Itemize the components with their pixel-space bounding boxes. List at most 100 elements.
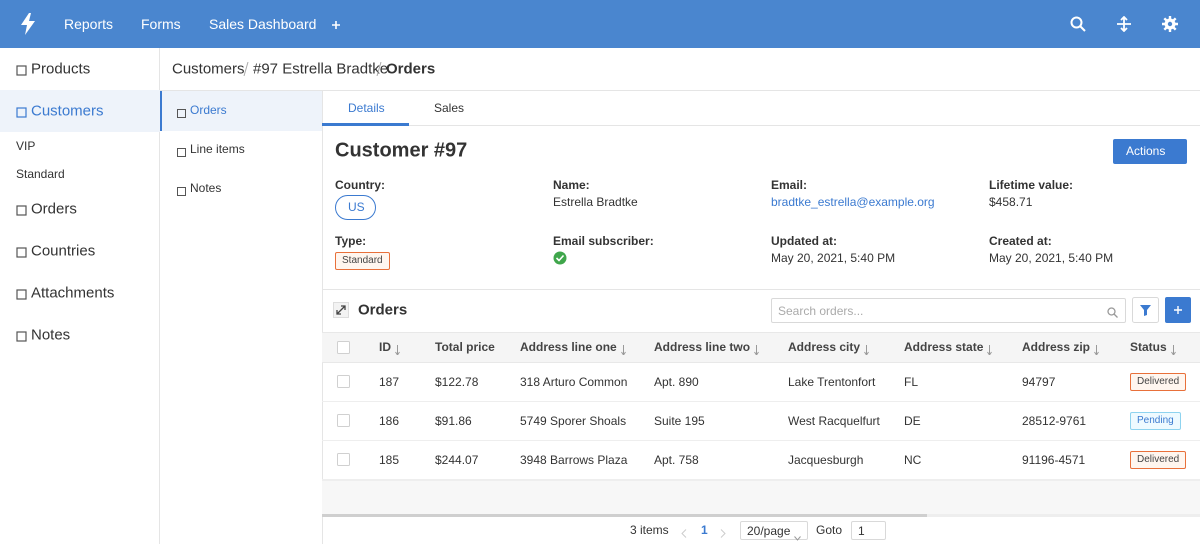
subscriber-check: [553, 251, 567, 265]
sort-icon[interactable]: [754, 342, 759, 356]
cell: 28512-9761: [1022, 414, 1087, 428]
add-tab[interactable]: [330, 18, 342, 30]
sidebar-item[interactable]: VIP: [16, 139, 36, 153]
row-checkbox[interactable]: [337, 453, 350, 466]
cell: $244.07: [435, 453, 479, 467]
expand-icon[interactable]: [1116, 15, 1132, 33]
sidebar-item[interactable]: Customers: [31, 102, 104, 120]
field-value: May 20, 2021, 5:40 PM: [989, 251, 1114, 265]
add-button[interactable]: [1165, 297, 1191, 323]
sidebar-item[interactable]: Attachments: [31, 284, 115, 302]
search-icon[interactable]: [1070, 16, 1086, 32]
page-size-caret-svg: [794, 536, 801, 541]
row-border: [322, 479, 1200, 480]
sort-icon-svg: [987, 345, 993, 356]
field-label: Lifetime value:: [989, 178, 1074, 192]
logo-svg: [21, 13, 35, 35]
field-label: Email subscriber:: [553, 234, 654, 248]
status-tag: Pending: [1130, 412, 1181, 430]
column-header[interactable]: Address city: [788, 340, 861, 354]
sort-icon-svg: [395, 345, 400, 356]
sidebar-icon-svg: [16, 331, 27, 342]
page-size-select[interactable]: 20/page: [740, 521, 808, 540]
sidebar-item[interactable]: Notes: [31, 326, 71, 344]
search-box-icon: [1107, 305, 1118, 318]
prev-page-svg: [681, 529, 687, 538]
scrollbar-thumb[interactable]: [322, 514, 927, 517]
sidebar-icon-svg: [16, 289, 27, 300]
subnav-item[interactable]: Line items: [190, 142, 245, 156]
select-all-checkbox[interactable]: [337, 341, 350, 354]
field-label: Name:: [553, 178, 590, 192]
cell: $122.78: [435, 375, 479, 389]
page-size-caret: [794, 528, 801, 541]
column-header[interactable]: ID: [379, 340, 391, 354]
nav-item[interactable]: Forms: [141, 16, 181, 32]
sort-icon-svg: [1170, 345, 1176, 356]
cell: 3948 Barrows Plaza: [520, 453, 628, 467]
next-page[interactable]: [720, 525, 726, 538]
subnav-item[interactable]: Orders: [190, 103, 227, 117]
breadcrumb-item[interactable]: Customers: [172, 60, 245, 78]
pagination-page[interactable]: 1: [701, 523, 708, 537]
sidebar-item[interactable]: Products: [31, 60, 91, 78]
column-header[interactable]: Status: [1130, 340, 1167, 354]
row-checkbox[interactable]: [337, 375, 350, 388]
tab[interactable]: Sales: [434, 101, 465, 115]
field-value: May 20, 2021, 5:40 PM: [771, 251, 896, 265]
expand-orders[interactable]: [333, 302, 349, 318]
subnav-selected: [160, 91, 322, 131]
sidebar-item[interactable]: Orders: [31, 200, 77, 218]
row-checkbox-svg: [337, 414, 350, 427]
page-size: 20/page: [747, 524, 791, 538]
settings-icon[interactable]: [1162, 16, 1178, 32]
field-label: Updated at:: [771, 234, 837, 248]
breadcrumb-sep: [243, 61, 249, 77]
add-tab-svg: [332, 21, 340, 29]
subnav-item[interactable]: Notes: [190, 181, 222, 195]
column-header[interactable]: Address line two: [654, 340, 751, 354]
actions-button[interactable]: Actions: [1113, 139, 1187, 164]
breadcrumb-item[interactable]: #97 Estrella Bradtke: [253, 60, 389, 78]
column-header[interactable]: Address zip: [1022, 340, 1091, 354]
sort-icon[interactable]: [395, 342, 400, 356]
nav-item[interactable]: Sales Dashboard: [209, 16, 317, 32]
sidebar-icon-svg: [16, 65, 27, 76]
sidebar-item[interactable]: Standard: [16, 167, 65, 181]
filter-button[interactable]: [1132, 297, 1159, 323]
search-icon-svg: [1070, 16, 1086, 32]
sort-icon-svg: [620, 345, 626, 356]
top-nav: [0, 0, 1200, 48]
sidebar-icon: [16, 329, 27, 342]
subnav-icon: [177, 144, 186, 157]
subnav-icon-svg: [177, 109, 186, 118]
field-value[interactable]: bradtke_estrella@example.org: [771, 195, 935, 209]
search-box-icon-svg: [1107, 307, 1118, 318]
expand-orders-svg: [333, 302, 349, 318]
sort-icon[interactable]: [864, 342, 869, 356]
search-box[interactable]: Search orders...: [771, 298, 1126, 323]
nav-item[interactable]: Reports: [64, 16, 114, 32]
type-tag: Standard: [335, 252, 390, 270]
subnav-icon: [177, 183, 186, 196]
cell: 5749 Sporer Shoals: [520, 414, 627, 428]
cell: 318 Arturo Common: [520, 375, 628, 389]
cell: West Racquelfurt: [788, 414, 880, 428]
sidebar-icon: [16, 203, 27, 216]
tab[interactable]: Details: [348, 101, 385, 115]
logo[interactable]: [19, 13, 37, 35]
row-checkbox[interactable]: [337, 414, 350, 427]
cell: 94797: [1022, 375, 1056, 389]
section-divider: [322, 289, 1200, 290]
sidebar-item[interactable]: Countries: [31, 242, 96, 260]
prev-page[interactable]: [681, 525, 687, 538]
sort-icon[interactable]: [620, 342, 626, 356]
column-header[interactable]: Address state: [904, 340, 984, 354]
sort-icon[interactable]: [1170, 342, 1176, 356]
cell: DE: [904, 414, 921, 428]
goto-input[interactable]: 1: [851, 521, 886, 540]
sort-icon[interactable]: [987, 342, 993, 356]
column-header[interactable]: Address line one: [520, 340, 617, 354]
sort-icon[interactable]: [1094, 342, 1099, 356]
